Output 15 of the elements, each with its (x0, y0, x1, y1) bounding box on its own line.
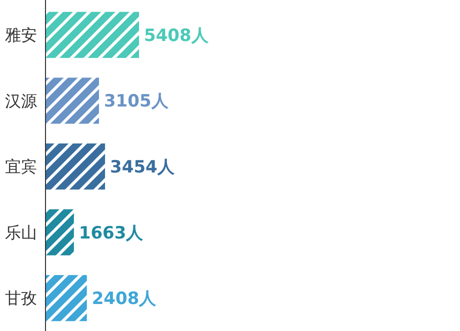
bar (45, 78, 99, 124)
data-label: 3454人 (110, 157, 176, 178)
y-tick-label: 乐山 (5, 222, 37, 242)
y-tick-label: 宜宾 (5, 157, 37, 176)
data-label: 1663人 (78, 223, 144, 244)
bar (45, 143, 106, 190)
bar (45, 12, 139, 58)
y-tick-label: 甘孜 (5, 288, 37, 308)
bar (45, 209, 74, 256)
data-label: 3105人 (104, 92, 170, 112)
bar (45, 275, 87, 322)
y-tick-label: 雅安 (5, 26, 37, 44)
y-tick-label: 汉源 (5, 91, 37, 110)
data-label: 2408人 (92, 289, 158, 310)
data-label: 5408人 (144, 26, 210, 46)
